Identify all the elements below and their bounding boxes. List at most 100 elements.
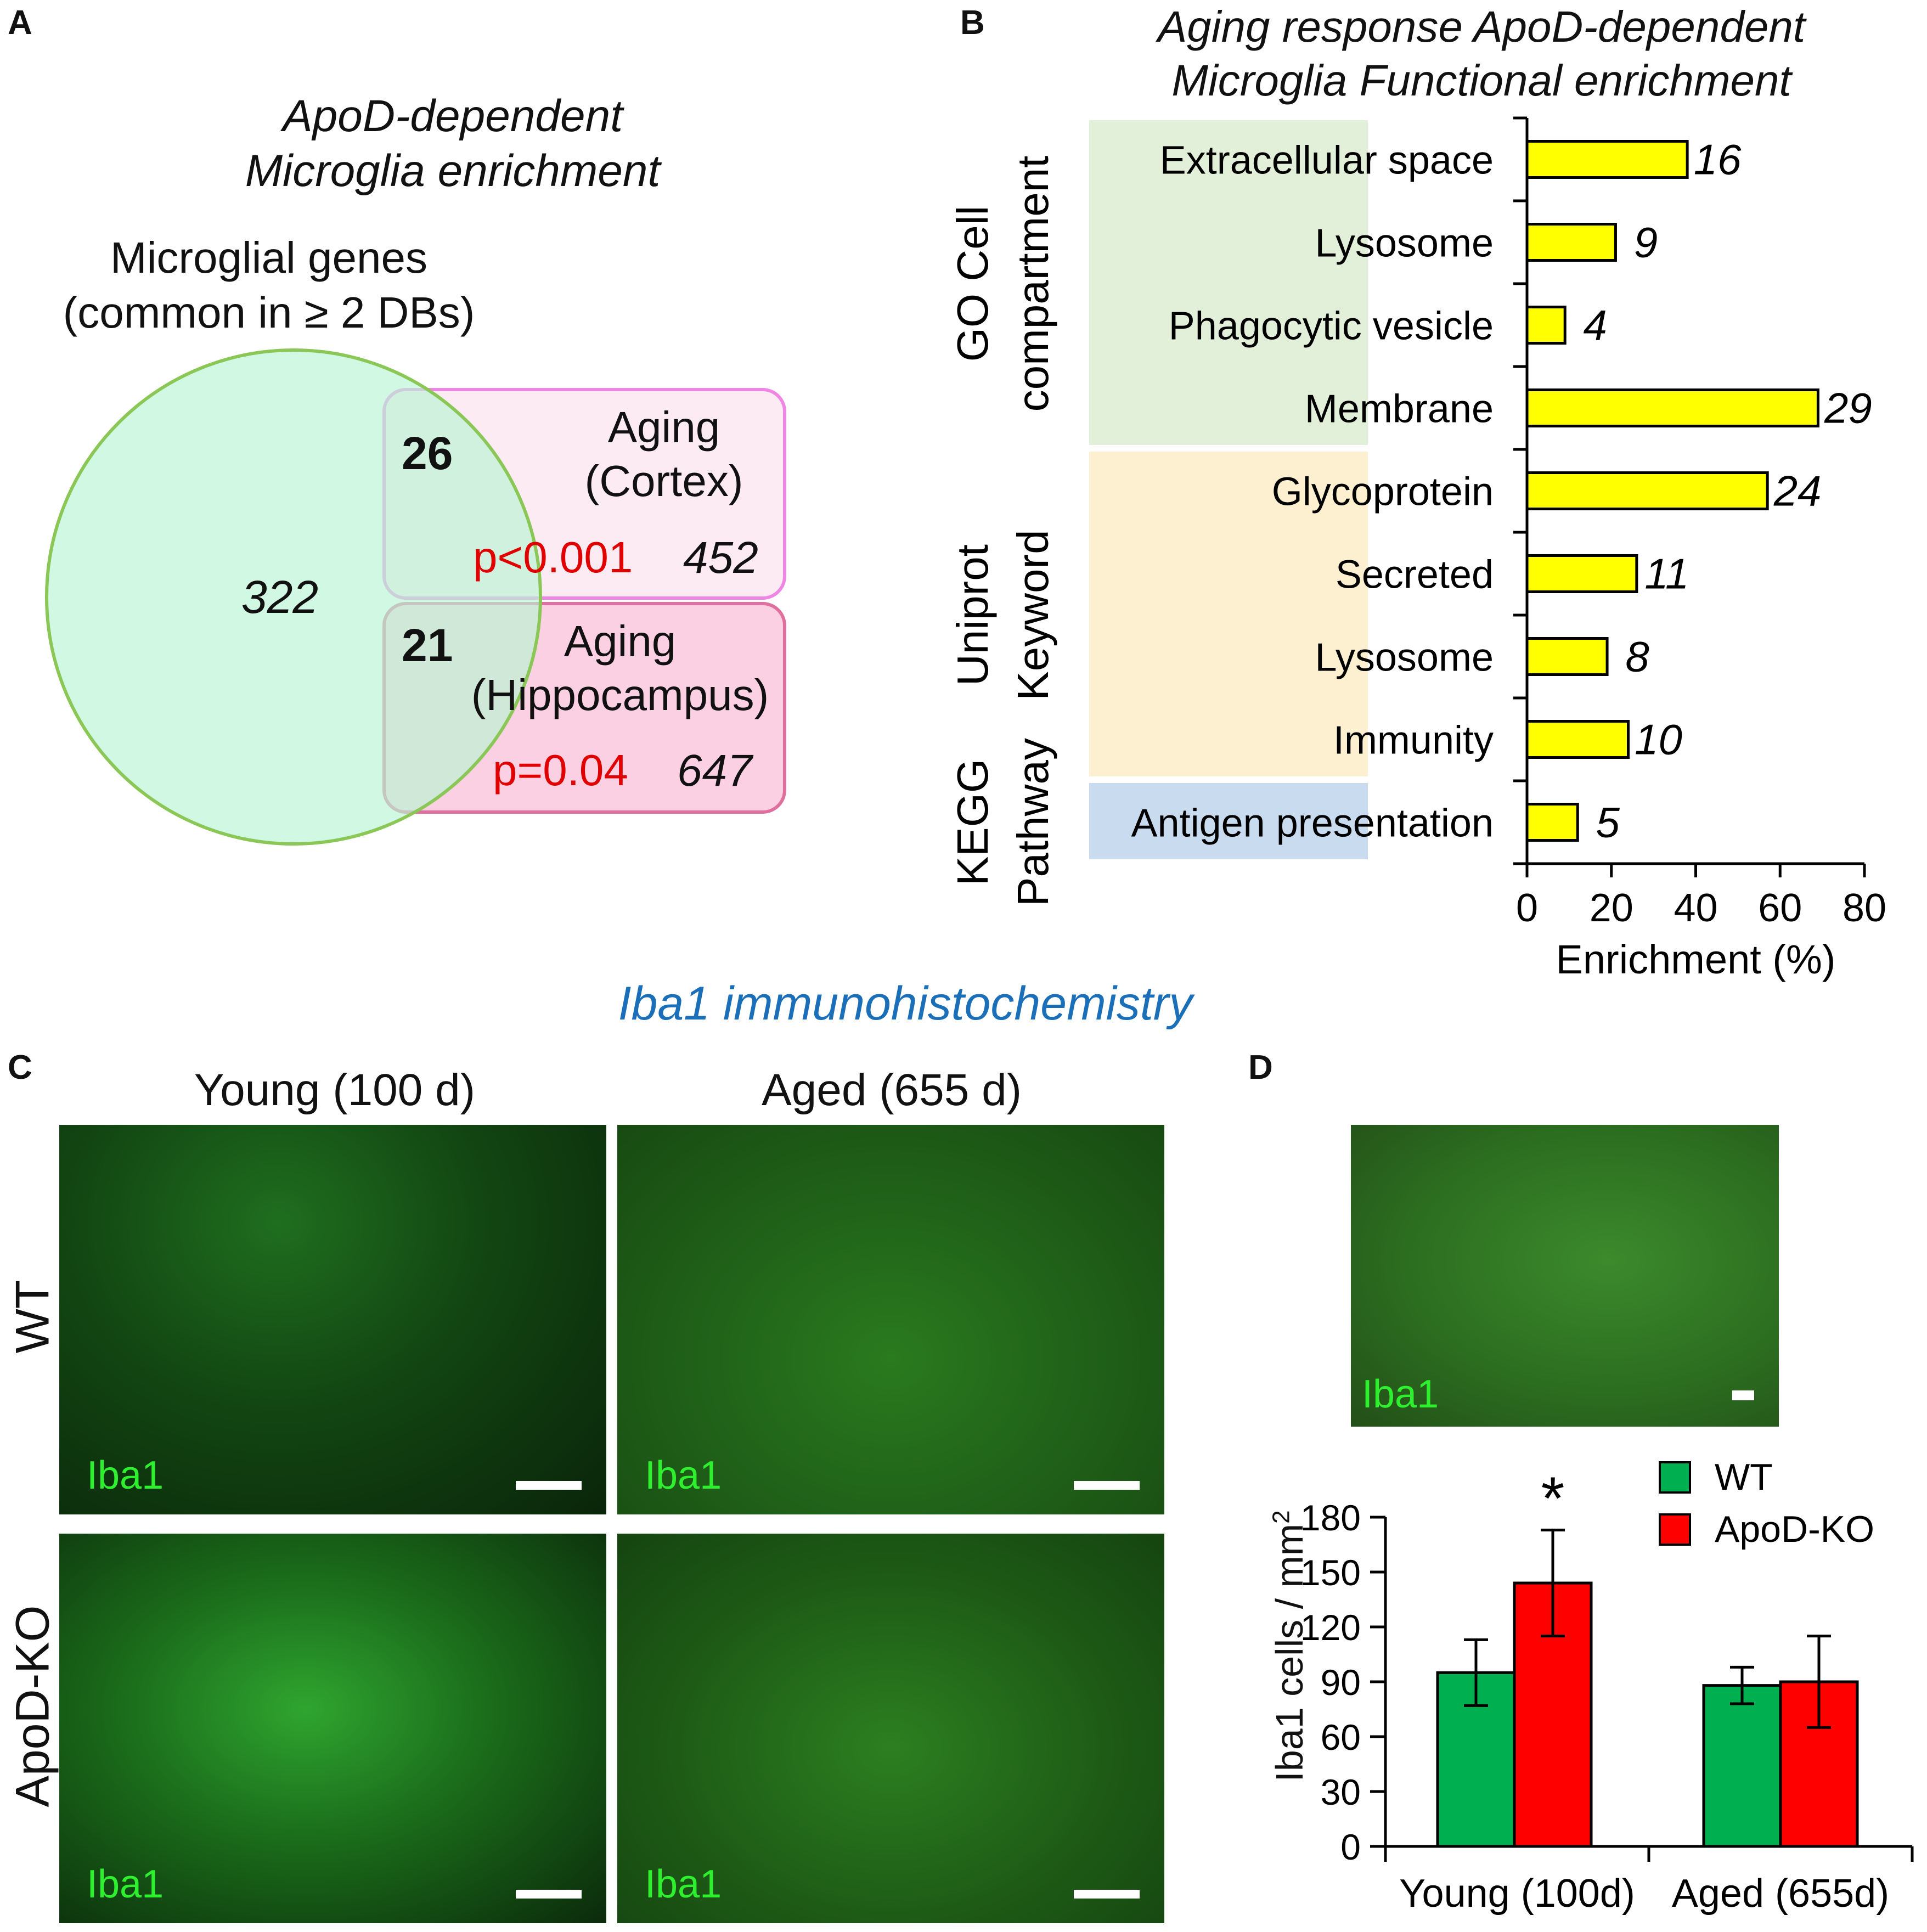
column-aged-label: Aged (655 d) <box>761 1065 1022 1115</box>
significance-asterisk: * <box>1541 1465 1565 1532</box>
bar-data-label: 16 <box>1694 136 1742 184</box>
enrichment-bar <box>1525 803 1579 842</box>
enrichment-bar <box>1525 223 1617 262</box>
panel-c-header: Iba1 immunohistochemistry <box>618 977 1193 1030</box>
panel-a-title: ApoD-dependent Microglia enrichment <box>230 89 675 199</box>
panel-b-letter: B <box>960 4 985 42</box>
x-tick-label: 20 <box>1590 886 1633 930</box>
category-group-band <box>1089 783 1368 859</box>
cortex-overlap-count: 26 <box>402 427 453 479</box>
micrograph-wt-aged: Iba1 <box>617 1125 1164 1514</box>
column-young-label: Young (100 d) <box>194 1065 476 1115</box>
row-apod-ko-label: ApoD-KO <box>6 1605 59 1807</box>
category-label: Phagocytic vesicle <box>1169 305 1494 348</box>
category-group-label-line2: Keyword <box>1008 530 1057 700</box>
panel-a-title-line2: Microglia enrichment <box>245 146 661 196</box>
category-label: Immunity <box>1333 719 1494 763</box>
panel-b-title: Aging response ApoD-dependent Microglia … <box>1070 0 1893 108</box>
category-label: Glycoprotein <box>1272 470 1494 514</box>
enrichment-bar <box>1525 720 1630 759</box>
scale-bar <box>1074 1481 1140 1490</box>
cortex-label: Aging (Cortex) <box>549 401 779 508</box>
venn-diagram <box>45 348 786 846</box>
y-tick-label: 60 <box>1321 1717 1361 1758</box>
panel-a-letter: A <box>8 4 32 42</box>
category-label: Lysosome <box>1315 222 1494 266</box>
micrograph-iba1-detail: Iba1 <box>1351 1125 1779 1427</box>
legend-swatch <box>1659 1513 1691 1546</box>
x-tick-label: 60 <box>1758 886 1802 930</box>
legend-label: WT <box>1715 1456 1773 1498</box>
category-label: Secreted <box>1336 553 1494 597</box>
micrograph-label: Iba1 <box>645 1454 722 1497</box>
category-group-band <box>1089 452 1368 776</box>
panel-b-title-line2: Microglia Functional enrichment <box>1171 56 1791 105</box>
category-label: Membrane <box>1305 387 1494 431</box>
legend-label: ApoD-KO <box>1715 1508 1874 1550</box>
micrograph-wt-young: Iba1 <box>59 1125 606 1514</box>
scale-bar <box>1732 1390 1754 1400</box>
functional-enrichment-chart: GO Cell compartment Uniprot Keyword KEGG Path… <box>955 116 1886 982</box>
panel-a-title-line1: ApoD-dependent <box>282 91 623 141</box>
hippocampus-p-value: p=0.04 <box>493 746 628 795</box>
hippocampus-label-line2: (Hippocampus) <box>471 671 769 719</box>
panel-b-title-line1: Aging response ApoD-dependent <box>1157 2 1806 51</box>
bar-data-label: 5 <box>1596 798 1620 847</box>
x-tick-label: 0 <box>1516 886 1538 930</box>
micrograph-label: Iba1 <box>645 1862 722 1906</box>
category-label: Lysosome <box>1315 636 1494 680</box>
panel-c-letter: C <box>8 1049 32 1086</box>
micrograph-label: Iba1 <box>87 1454 164 1497</box>
y-tick-label: 30 <box>1321 1772 1361 1812</box>
enrichment-bar <box>1525 306 1567 345</box>
category-group-label-line2: compartment <box>1008 156 1057 412</box>
iba1-count-chart: 0 30 60 90 120 150 180 Young (100d) Aged (655d) *… <box>1300 1456 1914 1916</box>
micrograph-label: Iba1 <box>1362 1372 1439 1416</box>
microglia-set-label-line2: (common in ≥ 2 DBs) <box>63 288 475 337</box>
y-tick-label: 0 <box>1340 1827 1361 1867</box>
microglia-only-count: 322 <box>241 571 319 623</box>
count-bar <box>1702 1684 1782 1848</box>
bar-data-label: 24 <box>1773 467 1822 515</box>
cortex-p-value: p<0.001 <box>473 533 633 582</box>
category-label: Extracellular space <box>1160 139 1494 183</box>
y-tick-label: 120 <box>1300 1607 1361 1648</box>
enrichment-bar <box>1525 554 1638 593</box>
legend-swatch <box>1659 1461 1691 1494</box>
hippocampus-total-count: 647 <box>677 746 752 796</box>
micrograph-label: Iba1 <box>87 1862 164 1906</box>
microglia-set-label-line1: Microglial genes <box>110 233 428 282</box>
microglia-set-label: Microglial genes (common in ≥ 2 DBs) <box>22 230 516 340</box>
y-tick-label: 180 <box>1300 1497 1361 1538</box>
bar-data-label: 9 <box>1634 218 1658 267</box>
hippocampus-label: Aging (Hippocampus) <box>461 615 779 722</box>
y-tick-label: 150 <box>1300 1552 1361 1593</box>
enrichment-bar <box>1525 471 1769 510</box>
x-category-label: Aged (655d) <box>1672 1872 1889 1916</box>
category-label: Antigen presentation <box>1131 802 1494 846</box>
bar-data-label: 4 <box>1583 301 1607 350</box>
enrichment-bar <box>1525 140 1689 179</box>
category-group-label-line1: GO Cell <box>955 206 997 362</box>
microglial-genes-circle <box>45 348 542 846</box>
category-group-label-line1: Uniprot <box>955 544 997 686</box>
hippocampus-label-line1: Aging <box>564 617 677 666</box>
cortex-label-line2: (Cortex) <box>584 457 743 505</box>
x-tick-label: 40 <box>1674 886 1717 930</box>
bar-data-label: 10 <box>1635 716 1682 764</box>
category-group-label-line1: KEGG <box>955 759 997 886</box>
row-wt-label: WT <box>6 1280 59 1354</box>
bar-data-label: 8 <box>1625 633 1649 681</box>
hippocampus-overlap-count: 21 <box>402 619 453 671</box>
micrograph-apod-ko-young: Iba1 <box>59 1534 606 1923</box>
category-group-band <box>1089 120 1368 445</box>
scale-bar <box>516 1890 582 1899</box>
panel-d-letter: D <box>1248 1049 1273 1086</box>
bar-data-label: 29 <box>1824 384 1872 432</box>
enrichment-bar <box>1525 637 1609 676</box>
x-axis-title: Enrichment (%) <box>1556 937 1836 982</box>
bar-data-label: 11 <box>1644 550 1689 598</box>
scale-bar <box>1074 1890 1140 1899</box>
cortex-total-count: 452 <box>683 533 758 583</box>
y-tick-label: 90 <box>1321 1662 1361 1703</box>
